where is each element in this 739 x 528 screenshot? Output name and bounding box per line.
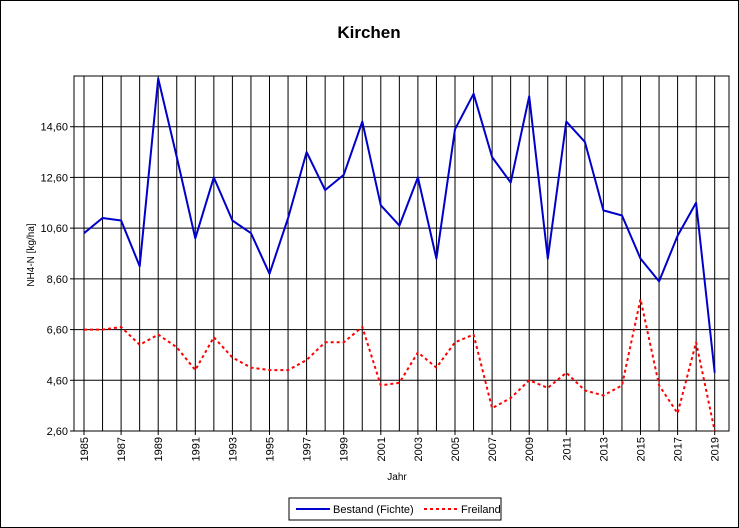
legend-label-freiland: Freiland [461,504,501,516]
series-line-bestand [83,77,716,373]
x-tick-label: 1987 [116,437,128,461]
plot-border [73,75,730,432]
y-tick-label: 12,60 [40,172,68,184]
y-tick-label: 8,60 [47,274,68,286]
x-tick-label: 2009 [524,437,536,461]
x-tick-label: 2001 [376,437,388,461]
x-tick-label: 2003 [413,437,425,461]
x-tick-label: 2013 [598,437,610,461]
y-tick-label: 6,60 [47,325,68,337]
legend-box [288,497,502,521]
y-tick-label: 10,60 [40,223,68,235]
x-tick-label: 2011 [561,437,573,461]
x-tick-label: 2017 [673,437,685,461]
y-tick-label: 4,60 [47,375,68,387]
x-tick-label: 2019 [710,437,722,461]
y-tick-label: 14,60 [40,122,68,134]
x-tick-label: 1993 [227,437,239,461]
x-tick-label: 1999 [339,437,351,461]
x-tick-label: 1991 [190,437,202,461]
x-tick-label: 1985 [79,437,91,461]
series-line-freiland [84,298,716,432]
y-tick-label: 2,60 [47,426,68,438]
x-tick-label: 1995 [265,437,277,461]
x-tick-label: 2015 [636,437,648,461]
legend: Bestand (Fichte) Freiland [288,497,502,521]
x-tick-label: 2007 [487,437,499,461]
x-tick-label: 1997 [302,437,314,461]
chart-title: Kirchen [337,23,400,42]
plot-area: 2,60 4,60 6,60 8,60 10,60 12,60 14,60 1985 1987 1… [40,75,730,461]
x-axis-label: Jahr [387,472,407,483]
legend-label-bestand: Bestand (Fichte) [333,504,414,516]
x-tick-label: 1989 [153,437,165,461]
x-tick-label: 2005 [450,437,462,461]
y-axis-label: NH4-N [kg/ha] [26,223,37,287]
